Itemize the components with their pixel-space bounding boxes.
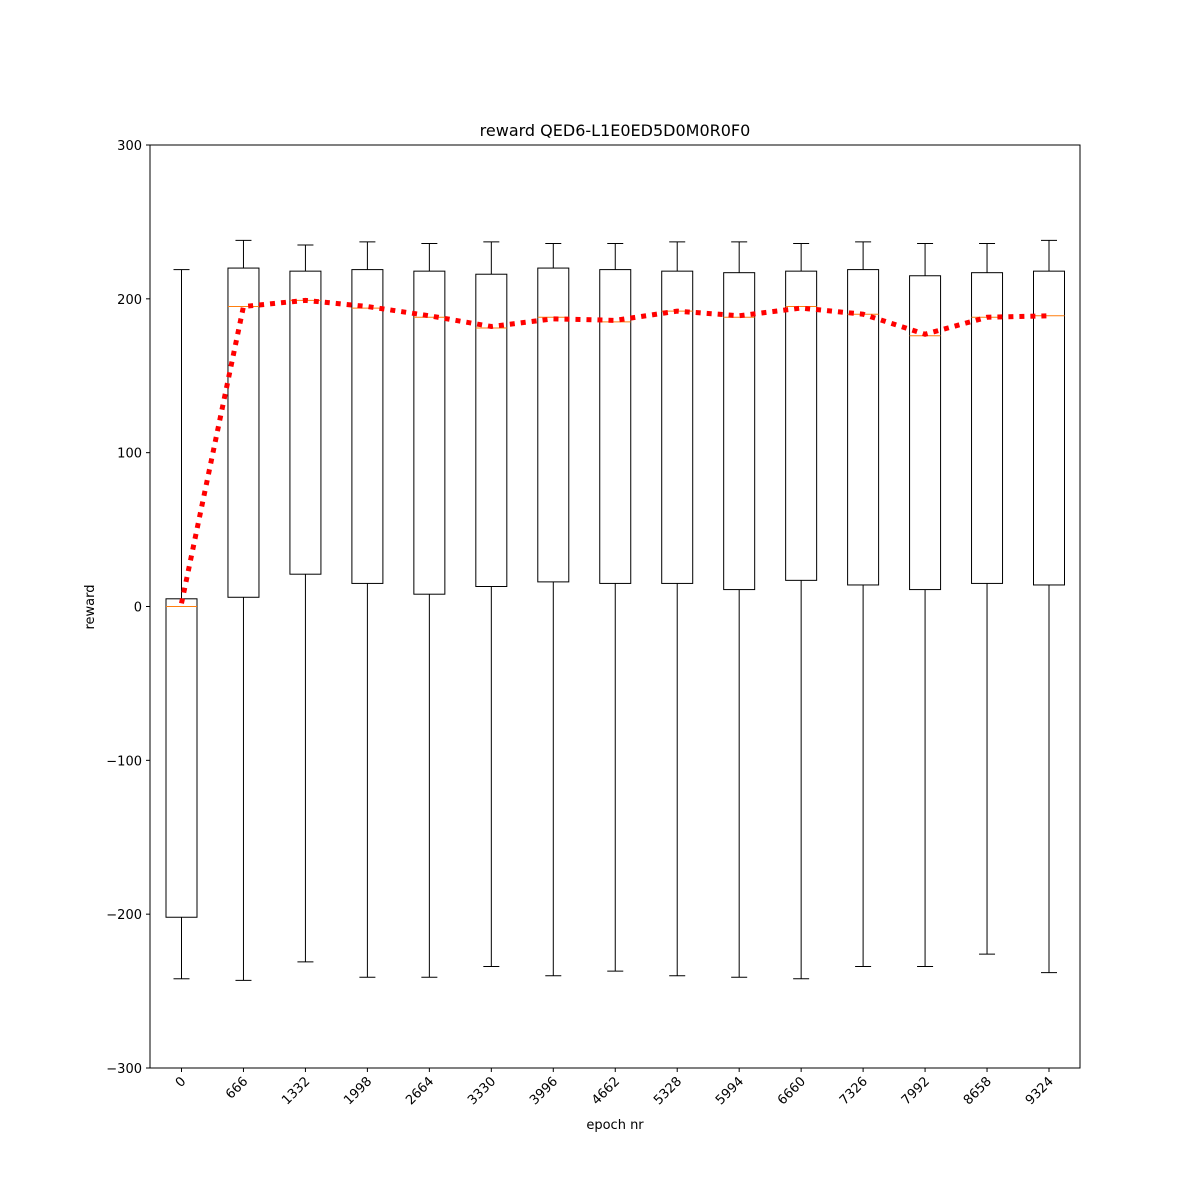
x-tick-label: 666 [223,1074,251,1102]
plot-frame [149,144,1081,1069]
box-iqr [661,270,694,584]
box-group [227,239,260,981]
x-tick-label: 1998 [341,1074,375,1108]
box-iqr [599,269,632,584]
box-group [723,241,756,978]
box-iqr [723,272,756,591]
x-tick-label: 5994 [713,1074,747,1108]
x-tick-label: 8658 [961,1074,995,1108]
x-tick-label: 9324 [1023,1074,1057,1108]
box-iqr [227,267,260,598]
box-iqr [847,269,880,586]
y-tick-label: 200 [117,293,142,308]
y-tick-label: 100 [117,447,142,462]
trend-series [179,297,1050,604]
x-tick-label: 1332 [279,1074,313,1108]
y-tick-label: 300 [117,139,142,154]
y-axis-label: reward [83,584,98,629]
trend-line [179,297,1050,604]
x-axis-label: epoch nr [586,1118,644,1133]
chart-title: reward QED6-L1E0ED5D0M0R0F0 [480,121,751,140]
x-tick-label: 3330 [465,1074,499,1108]
x-tick-label: 4662 [589,1074,623,1108]
box-iqr [289,270,322,575]
box-group [289,244,322,963]
box-group [909,242,942,967]
y-tick-label: −200 [106,908,142,923]
box-group [785,242,818,980]
y-tick-label: −300 [106,1062,142,1077]
box-iqr [909,275,942,591]
x-tick-label: 0 [173,1074,189,1090]
axis-ticks: −300 −200 −100 0 100 200 300 0 666 1332 1998 2664 33… [106,139,1057,1108]
x-tick-label: 7992 [899,1074,933,1108]
y-tick-label: 0 [134,601,142,616]
box-iqr [1033,270,1065,586]
x-tick-label: 2664 [403,1074,437,1108]
box-iqr [537,267,570,583]
box-iqr [351,269,384,584]
box-iqr [785,270,818,581]
box-group [475,241,508,967]
box-group [351,241,384,978]
x-tick-label: 5328 [651,1074,685,1108]
box-group [165,269,198,980]
box-iqr [971,272,1004,584]
box-iqr [413,270,446,595]
box-group [661,241,694,977]
box-group [599,242,632,972]
x-tick-label: 6660 [775,1074,809,1108]
box-group [847,241,880,967]
x-tick-label: 3996 [527,1074,561,1108]
box-group [413,242,446,978]
y-tick-label: −100 [106,754,142,769]
box-iqr [475,273,508,588]
box-group [971,242,1004,955]
box-series [165,239,1065,981]
box-iqr [165,598,198,918]
box-group [537,242,570,977]
x-tick-label: 7326 [837,1074,871,1108]
box-group [1033,239,1065,974]
